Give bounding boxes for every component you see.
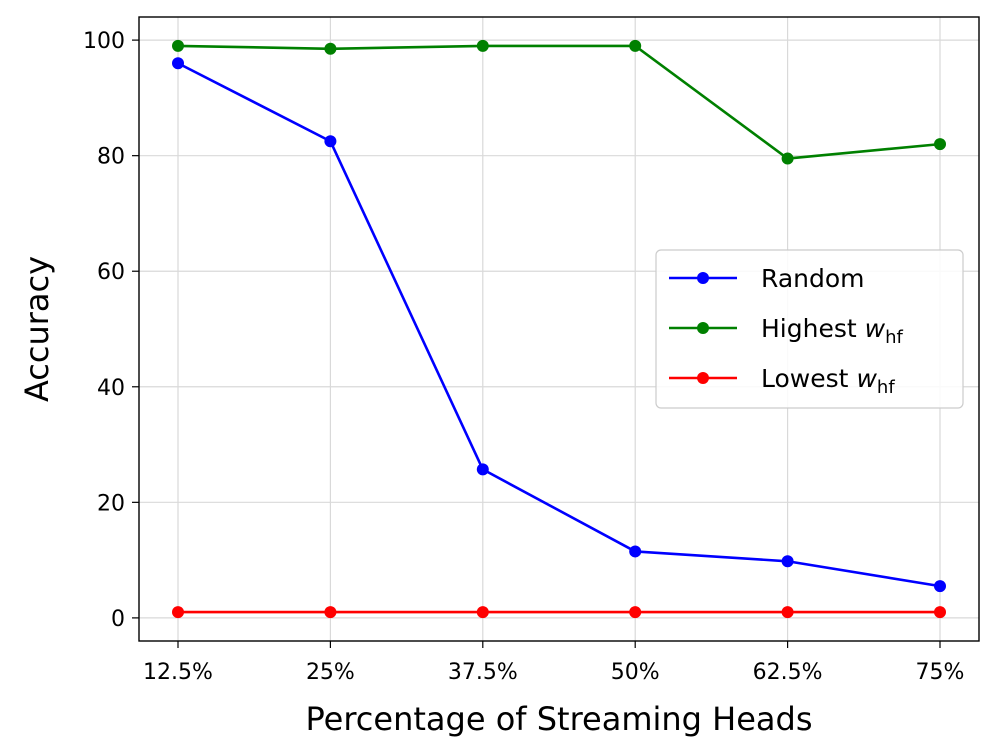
series-random bbox=[172, 57, 946, 593]
data-point bbox=[629, 545, 642, 558]
data-point bbox=[476, 39, 489, 52]
series-highest bbox=[172, 39, 946, 165]
data-point bbox=[934, 138, 946, 151]
legend-item: Random bbox=[669, 264, 865, 293]
y-tick-label: 20 bbox=[97, 491, 125, 516]
legend: Random Highest whf Lowest whf bbox=[655, 249, 964, 409]
x-axis: 12.5% 25% 37.5% 50% 62.5% 75% bbox=[143, 641, 964, 685]
series-layer bbox=[172, 39, 946, 619]
legend-item: Lowest whf bbox=[669, 364, 895, 398]
data-point bbox=[934, 580, 946, 593]
data-point bbox=[324, 42, 337, 55]
y-tick-label: 60 bbox=[97, 260, 125, 285]
data-point bbox=[629, 39, 642, 52]
y-axis-label: Accuracy bbox=[18, 256, 56, 402]
x-tick-label: 12.5% bbox=[143, 660, 213, 685]
plot-frame bbox=[138, 16, 980, 642]
data-point bbox=[172, 57, 184, 70]
y-tick-label: 80 bbox=[97, 145, 125, 170]
legend-box bbox=[655, 249, 964, 409]
data-point bbox=[629, 606, 642, 619]
data-point bbox=[476, 606, 489, 619]
data-point bbox=[781, 555, 794, 568]
y-axis: 0 20 40 60 80 100 bbox=[83, 29, 139, 632]
x-tick-label: 62.5% bbox=[753, 660, 823, 685]
data-point bbox=[324, 606, 337, 619]
data-point bbox=[781, 606, 794, 619]
legend-label: Highest whf bbox=[761, 314, 904, 348]
data-point bbox=[934, 606, 946, 619]
y-tick-label: 100 bbox=[83, 29, 125, 54]
legend-label: Lowest whf bbox=[761, 364, 895, 398]
legend-marker bbox=[697, 322, 709, 334]
x-tick-label: 75% bbox=[916, 660, 965, 685]
x-tick-label: 25% bbox=[306, 660, 355, 685]
x-tick-label: 37.5% bbox=[448, 660, 518, 685]
legend-marker bbox=[697, 272, 709, 284]
y-tick-label: 40 bbox=[97, 376, 125, 401]
x-axis-label: Percentage of Streaming Heads bbox=[306, 700, 813, 738]
series-lowest bbox=[172, 606, 946, 619]
legend-marker bbox=[697, 372, 709, 384]
data-point bbox=[172, 39, 184, 52]
legend-label: Random bbox=[761, 264, 865, 293]
x-tick-label: 50% bbox=[611, 660, 660, 685]
series-line bbox=[177, 62, 941, 588]
data-point bbox=[324, 135, 337, 148]
series-line bbox=[177, 44, 941, 160]
data-point bbox=[172, 606, 184, 619]
data-point bbox=[781, 152, 794, 165]
legend-item: Highest whf bbox=[669, 314, 904, 348]
y-tick-label: 0 bbox=[111, 607, 125, 632]
data-point bbox=[476, 463, 489, 476]
